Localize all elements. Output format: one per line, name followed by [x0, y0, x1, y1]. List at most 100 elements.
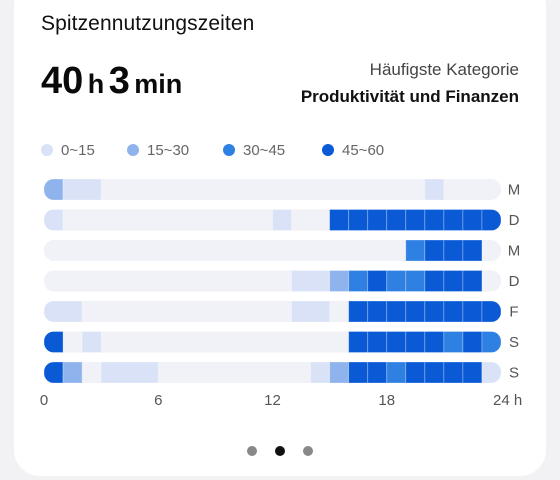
day-label: S	[509, 334, 519, 351]
heatmap-cell	[44, 331, 64, 353]
heatmap-cell	[367, 270, 388, 292]
legend-item-4: 45~60	[322, 141, 384, 159]
heatmap-cell	[405, 209, 426, 231]
heatmap-cell	[44, 301, 83, 322]
heatmap-row	[44, 331, 501, 353]
heatmap-cell	[462, 240, 483, 261]
heatmap-cell	[405, 362, 426, 383]
heatmap-cell	[424, 209, 445, 231]
heatmap-cell	[443, 362, 464, 383]
card-title: Spitzennutzungszeiten	[41, 12, 255, 35]
heatmap-cell	[462, 209, 483, 231]
page-dot[interactable]	[303, 446, 313, 456]
x-tick-label: 12	[264, 392, 281, 409]
legend-label-1: 0~15	[61, 141, 95, 159]
row-track	[44, 179, 501, 200]
total-minutes-unit: min	[134, 69, 183, 99]
heatmap-cell	[481, 301, 501, 322]
day-label: D	[509, 273, 520, 290]
heatmap-cell	[100, 362, 159, 383]
total-usage-time: 40 h 3 min	[41, 60, 182, 103]
heatmap-row	[44, 301, 501, 322]
heatmap-cell	[443, 301, 464, 322]
day-label: M	[508, 182, 521, 199]
heatmap-cell	[62, 362, 83, 383]
heatmap-cell	[44, 362, 64, 383]
heatmap-row	[44, 270, 501, 292]
heatmap-cell	[329, 362, 350, 383]
x-tick-label: 0	[40, 392, 48, 409]
day-label: D	[509, 212, 520, 229]
heatmap-cell	[348, 331, 369, 353]
heatmap-cell	[405, 270, 426, 292]
heatmap-cell	[291, 301, 331, 322]
heatmap-cell	[386, 301, 407, 322]
heatmap-cell	[367, 331, 388, 353]
total-hours-unit: h	[87, 69, 105, 99]
x-tick-label: 24 h	[493, 392, 522, 409]
legend-swatch-4	[322, 144, 334, 156]
heatmap-cell	[424, 331, 445, 353]
heatmap-cell	[348, 362, 369, 383]
heatmap-row	[44, 240, 501, 261]
heatmap-cell	[424, 301, 445, 322]
top-category-label: Häufigste Kategorie	[369, 60, 519, 79]
heatmap-cell	[443, 331, 464, 353]
heatmap-cell	[386, 209, 407, 231]
total-minutes-value: 3	[108, 60, 130, 102]
day-label: M	[508, 243, 521, 260]
page-dot[interactable]	[247, 446, 257, 456]
row-track	[44, 240, 501, 261]
heatmap-cell	[424, 270, 445, 292]
heatmap-cell	[81, 331, 102, 353]
legend-swatch-1	[41, 144, 53, 156]
heatmap-cell	[386, 270, 407, 292]
legend-item-2: 15~30	[127, 141, 189, 159]
heatmap-cell	[443, 209, 464, 231]
heatmap-cell	[348, 301, 369, 322]
legend-label-2: 15~30	[147, 141, 190, 159]
heatmap-cell	[462, 270, 483, 292]
top-category-value: Produktivität und Finanzen	[300, 87, 519, 106]
heatmap-cell	[62, 179, 102, 200]
heatmap-cell	[44, 179, 64, 200]
legend-label-3: 30~45	[243, 141, 286, 159]
heatmap-cell	[386, 331, 407, 353]
heatmap-row	[44, 209, 501, 231]
heatmap-cell	[481, 209, 501, 231]
page-dot-active[interactable]	[275, 446, 285, 456]
peak-usage-card	[14, 0, 546, 476]
day-label: S	[509, 365, 519, 382]
heatmap-cell	[462, 301, 483, 322]
heatmap-cell	[443, 270, 464, 292]
heatmap-cell	[424, 362, 445, 383]
heatmap-cell	[329, 270, 350, 292]
heatmap-cell	[367, 301, 388, 322]
heatmap-cell	[386, 362, 407, 383]
heatmap-cell	[424, 179, 445, 200]
heatmap-cell	[462, 331, 483, 353]
heatmap-cell	[424, 240, 445, 261]
heatmap-cell	[443, 240, 464, 261]
heatmap-cell	[405, 240, 426, 261]
heatmap-cell	[291, 270, 331, 292]
heatmap-cell	[272, 209, 292, 231]
heatmap-cell	[481, 362, 501, 383]
heatmap-cell	[367, 362, 388, 383]
heatmap-cell	[481, 331, 501, 353]
x-tick-label: 6	[154, 392, 162, 409]
heatmap-cell	[367, 209, 388, 231]
heatmap-row	[44, 179, 501, 200]
heatmap-cell	[310, 362, 331, 383]
heatmap-row	[44, 362, 501, 383]
legend-item-1: 0~15	[41, 141, 95, 159]
legend-item-3: 30~45	[223, 141, 285, 159]
heatmap-cell	[329, 209, 350, 231]
heatmap-cell	[348, 209, 369, 231]
heatmap-cell	[348, 270, 369, 292]
day-label: F	[509, 304, 518, 321]
page-indicator[interactable]	[0, 446, 560, 458]
heatmap-cell	[405, 331, 426, 353]
total-hours-value: 40	[41, 60, 84, 102]
heatmap-cell	[462, 362, 483, 383]
